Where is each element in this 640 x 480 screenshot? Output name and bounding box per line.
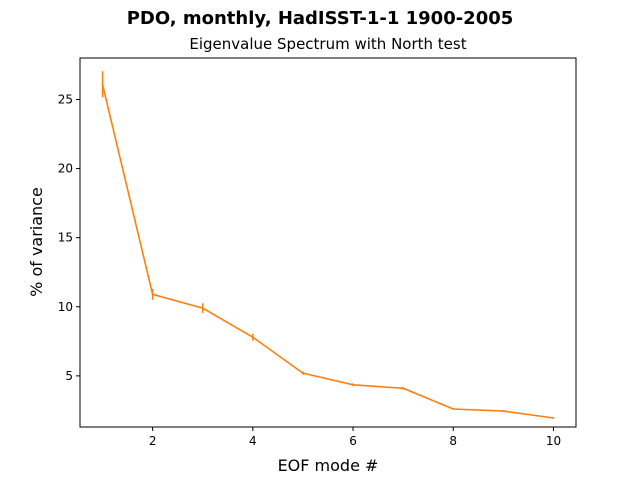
x-tick-label: 10 bbox=[546, 434, 561, 448]
data-point bbox=[151, 293, 154, 296]
data-point bbox=[402, 387, 405, 390]
y-tick-label: 10 bbox=[58, 300, 73, 314]
x-axis: 2 4 6 8 10 bbox=[149, 427, 561, 448]
y-tick-label: 20 bbox=[58, 162, 73, 176]
data-point bbox=[352, 383, 354, 386]
data-point bbox=[251, 336, 254, 339]
data-point bbox=[101, 83, 104, 86]
series-line bbox=[101, 84, 554, 419]
x-axis-label: EOF mode # bbox=[278, 456, 379, 475]
x-tick-label: 8 bbox=[449, 434, 457, 448]
chart-title: PDO, monthly, HadISST-1-1 1900-2005 bbox=[127, 8, 514, 29]
y-tick-label: 15 bbox=[58, 231, 73, 245]
y-tick-label: 5 bbox=[65, 369, 73, 383]
y-tick-label: 25 bbox=[58, 92, 73, 106]
data-point bbox=[452, 408, 455, 410]
data-point bbox=[201, 307, 204, 310]
y-axis-label: % of variance bbox=[27, 187, 46, 297]
plot-area bbox=[79, 57, 577, 428]
data-point bbox=[552, 417, 555, 419]
x-tick-label: 6 bbox=[349, 434, 357, 448]
data-point bbox=[502, 410, 505, 413]
series-layer bbox=[101, 71, 555, 419]
y-axis: 5 10 15 20 25 bbox=[58, 92, 80, 383]
x-tick-label: 2 bbox=[149, 434, 157, 448]
chart-subtitle: Eigenvalue Spectrum with North test bbox=[189, 35, 466, 53]
data-point bbox=[302, 372, 304, 375]
x-tick-label: 4 bbox=[249, 434, 257, 448]
